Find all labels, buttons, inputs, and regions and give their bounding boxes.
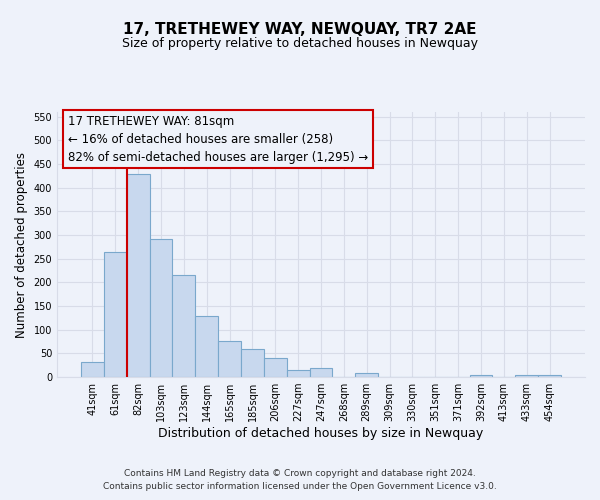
Bar [196, 316, 218, 377]
Bar [538, 375, 561, 377]
Bar [287, 370, 310, 377]
Text: 17, TRETHEWEY WAY, NEWQUAY, TR7 2AE: 17, TRETHEWEY WAY, NEWQUAY, TR7 2AE [123, 22, 477, 38]
Bar [127, 174, 149, 377]
Bar [470, 375, 493, 377]
Bar [355, 373, 378, 377]
Text: Contains public sector information licensed under the Open Government Licence v3: Contains public sector information licen… [103, 482, 497, 491]
Bar [310, 368, 332, 377]
X-axis label: Distribution of detached houses by size in Newquay: Distribution of detached houses by size … [158, 427, 484, 440]
Bar [149, 240, 172, 377]
Text: Contains HM Land Registry data © Crown copyright and database right 2024.: Contains HM Land Registry data © Crown c… [124, 468, 476, 477]
Bar [172, 276, 196, 377]
Bar [81, 362, 104, 377]
Bar [264, 358, 287, 377]
Text: 17 TRETHEWEY WAY: 81sqm
← 16% of detached houses are smaller (258)
82% of semi-d: 17 TRETHEWEY WAY: 81sqm ← 16% of detache… [68, 114, 368, 164]
Bar [515, 374, 538, 377]
Y-axis label: Number of detached properties: Number of detached properties [15, 152, 28, 338]
Bar [104, 252, 127, 377]
Bar [218, 341, 241, 377]
Bar [241, 349, 264, 377]
Text: Size of property relative to detached houses in Newquay: Size of property relative to detached ho… [122, 38, 478, 51]
